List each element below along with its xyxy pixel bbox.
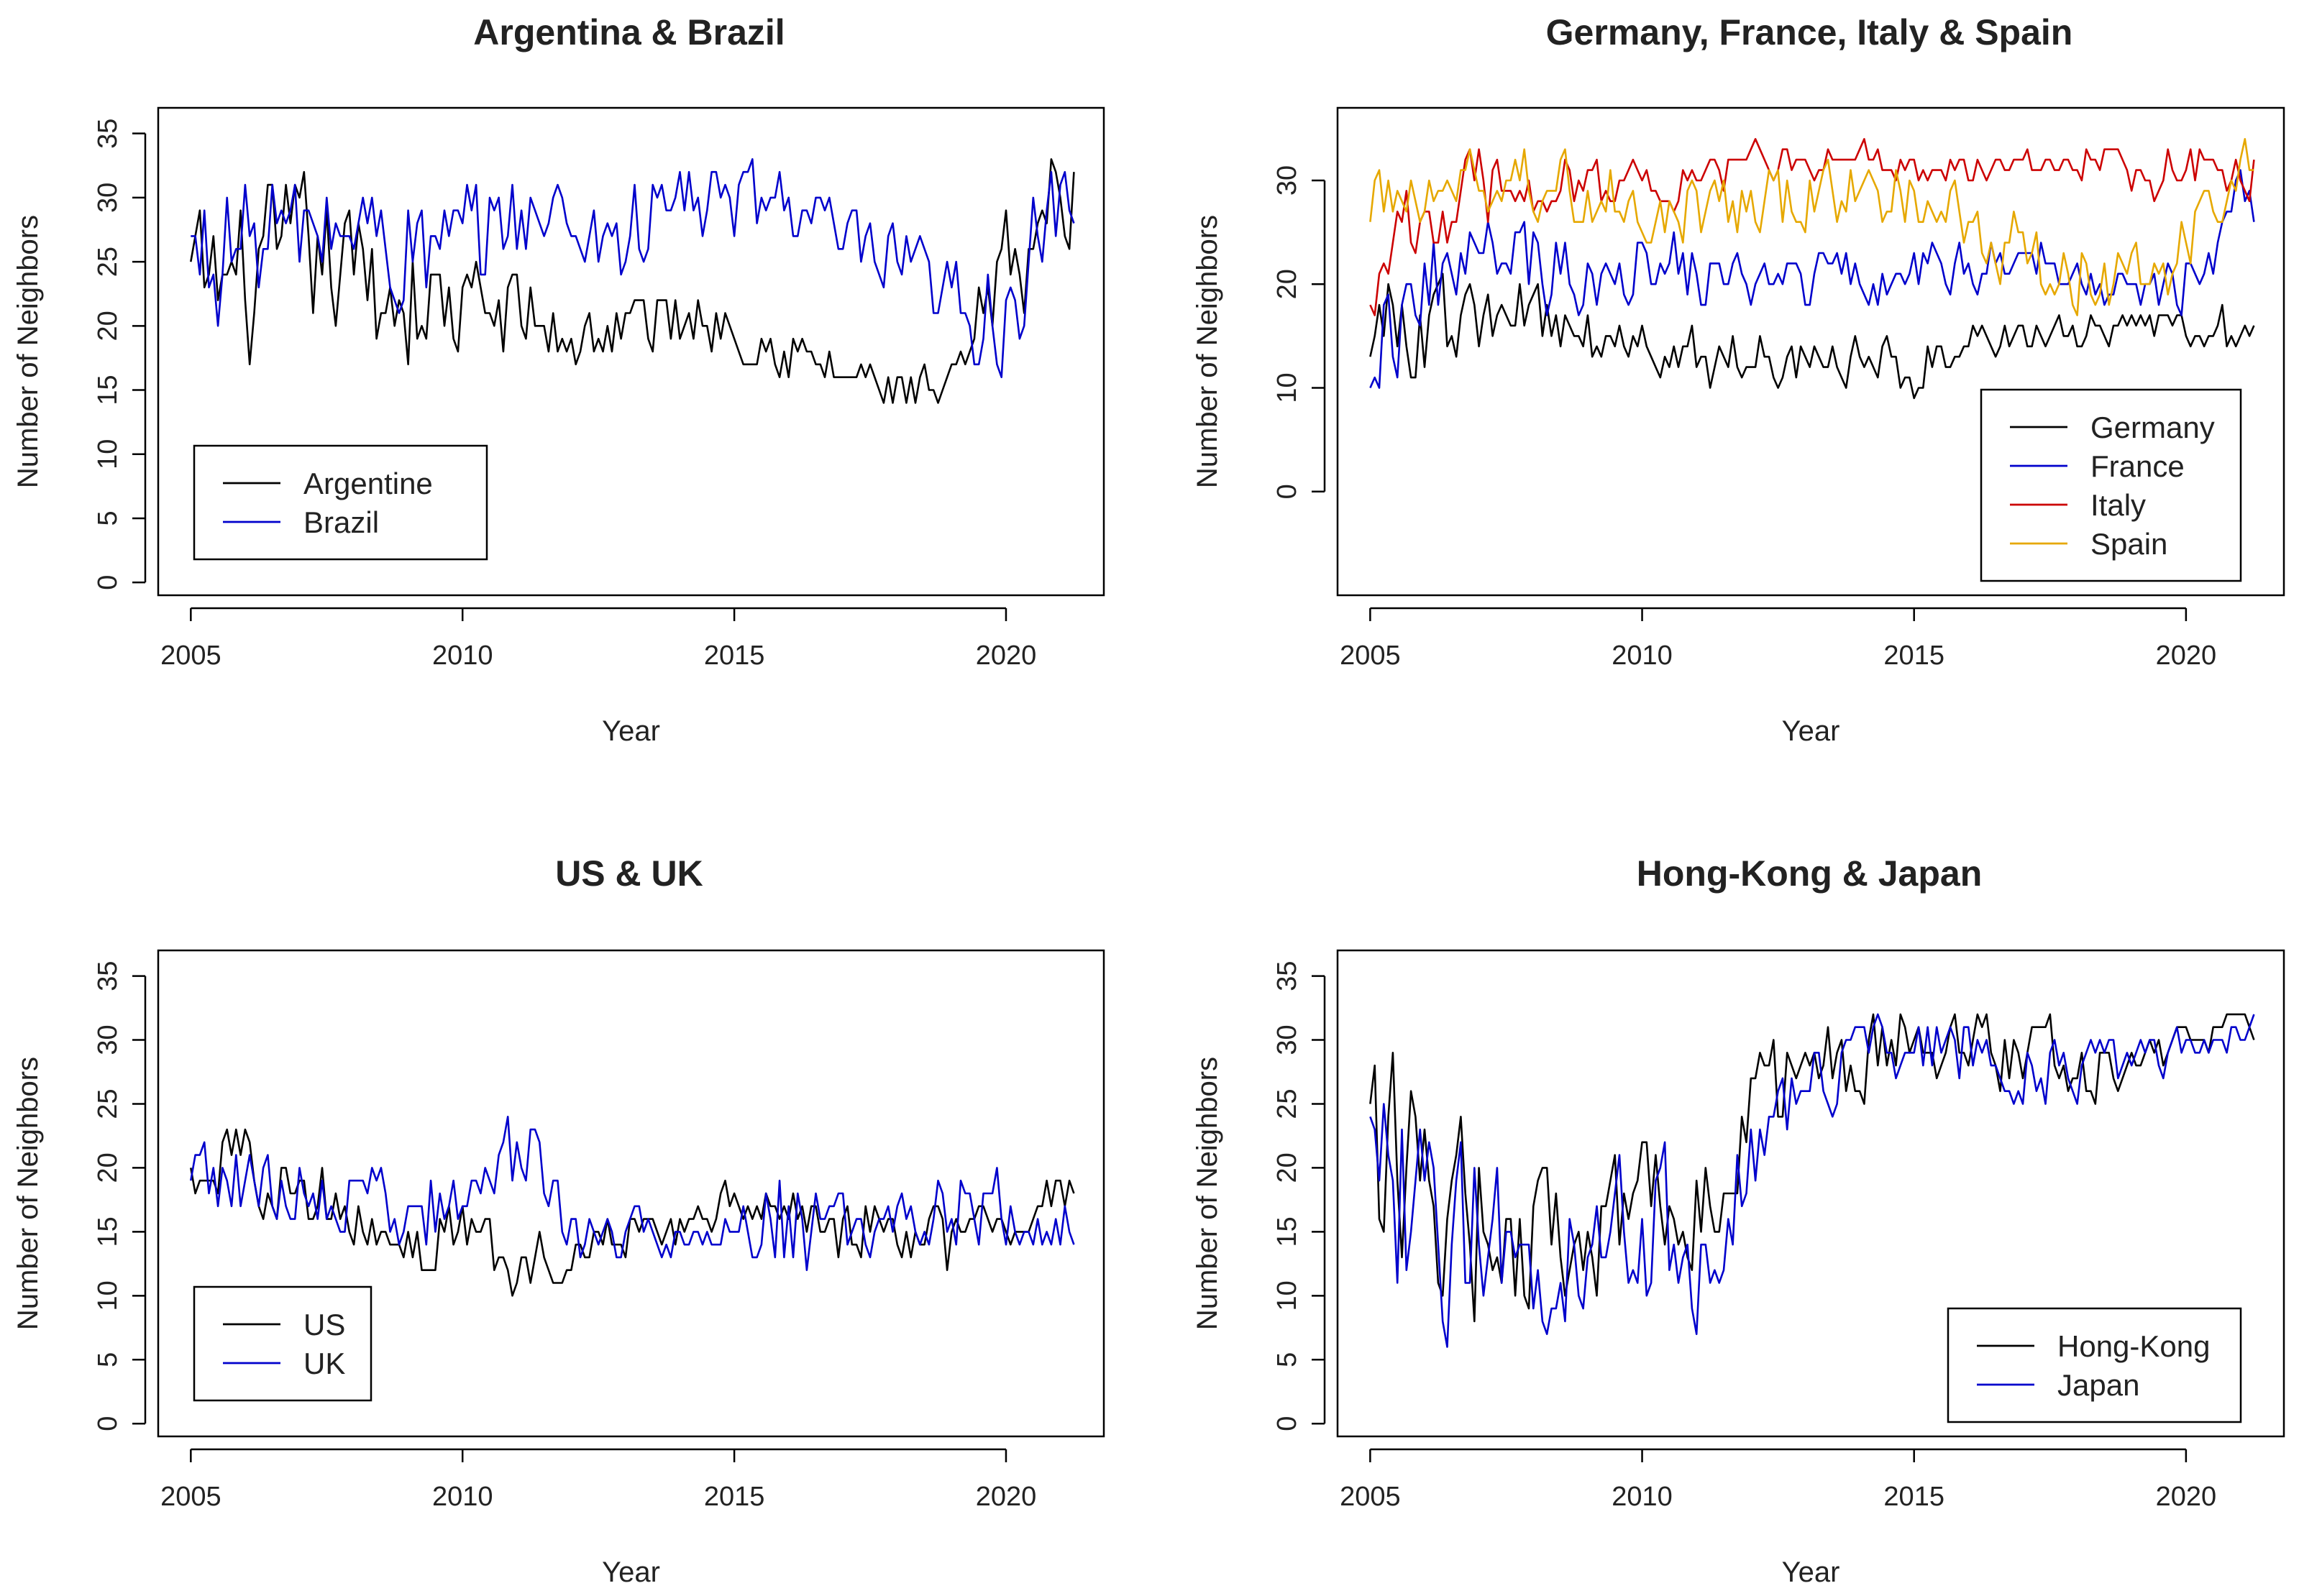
x-tick-label: 2010 [1612,1482,1673,1512]
y-tick-label: 35 [93,960,123,991]
x-tick-label: 2015 [704,1482,765,1512]
y-tick-label: 20 [93,1152,123,1183]
plot-frame [157,949,1105,1438]
y-axis-label: Number of Neighbors [12,215,44,488]
series-line-japan [1369,1013,2255,1348]
y-tick-label: 20 [93,311,123,341]
y-tick-label: 0 [93,575,123,590]
legend-label: Argentine [303,467,433,500]
chart-title: Germany, France, Italy & Spain [1546,12,2073,52]
x-tick-label: 2010 [1612,641,1673,671]
legend: Argentine Brazil [193,444,488,561]
x-tick-label: 2015 [1883,1482,1944,1512]
y-tick-label: 5 [1272,1352,1302,1367]
y-tick-label: 0 [1272,1416,1302,1431]
y-tick-label: 20 [1272,1152,1302,1183]
series-line-italy [1369,138,2255,316]
legend-label: US [303,1308,345,1342]
x-tick-label: 2015 [704,641,765,671]
series-line-brazil [191,158,1075,378]
legend-label: Germany [2090,411,2215,444]
y-tick-label: 10 [1272,1280,1302,1311]
legend-box [193,1285,372,1402]
y-tick-label: 30 [93,1024,123,1055]
y-tick-label: 5 [93,510,123,526]
legend-label: Japan [2057,1368,2139,1402]
y-tick-label: 25 [1272,1088,1302,1119]
x-tick-label: 2010 [432,641,493,671]
series-lines [1369,1013,2255,1348]
x-axis-label: Year [602,1556,660,1588]
y-axis-label: Number of Neighbors [1192,1057,1223,1330]
x-axis-label: Year [602,715,660,747]
y-tick-label: 15 [93,1216,123,1247]
y-tick-label: 30 [93,183,123,213]
chart-title: Hong-Kong & Japan [1637,853,1983,894]
series-line-france [1369,169,2255,389]
legend-label: UK [303,1347,345,1380]
series-lines [1369,138,2255,400]
chart-title: US & UK [555,853,703,894]
series-line-uk [190,1116,1075,1271]
y-tick-label: 30 [1272,1024,1302,1055]
legend: Hong-Kong Japan [1947,1307,2242,1423]
legend-label: France [2090,449,2185,483]
x-tick-label: 2020 [2156,641,2217,671]
series-line-germany [1369,272,2255,400]
x-tick-label: 2020 [976,1482,1037,1512]
y-tick-label: 25 [93,247,123,277]
legend-label: Spain [2090,527,2167,561]
plot-frame [1336,106,2285,597]
legend: US UK [193,1285,372,1402]
plot-frame [1336,949,2285,1438]
y-axis-label: Number of Neighbors [12,1057,44,1330]
plot-frame [157,106,1105,597]
legend-box [193,444,488,561]
x-tick-label: 2005 [160,1482,221,1512]
series-line-hong-kong [1369,1013,2255,1323]
legend-label: Hong-Kong [2057,1329,2210,1363]
x-tick-label: 2005 [1340,641,1401,671]
y-tick-label: 10 [93,1280,123,1311]
y-tick-label: 25 [93,1088,123,1119]
x-tick-label: 2015 [1883,641,1944,671]
x-axis-label: Year [1782,715,1840,747]
legend-box [1947,1307,2242,1423]
series-line-argentine [190,158,1075,404]
y-tick-label: 35 [93,119,123,149]
series-line-spain [1369,138,2254,316]
y-tick-label: 20 [1272,269,1302,299]
y-tick-label: 35 [1272,960,1302,991]
series-line-us [190,1128,1075,1297]
panel-3: US & UK 2005 2010 2015 2020 Year 0 5 10 15 20 25 30 3… [12,853,1105,1588]
x-tick-label: 2020 [976,641,1037,671]
x-tick-label: 2005 [160,641,221,671]
series-lines [190,158,1075,404]
series-lines [190,1116,1075,1297]
legend-label: Brazil [303,505,379,539]
y-tick-label: 10 [93,439,123,469]
legend: Germany France Italy Spain [1980,388,2242,582]
y-tick-label: 30 [1272,165,1302,196]
y-axis-label: Number of Neighbors [1192,215,1223,488]
y-tick-label: 0 [1272,484,1302,499]
x-tick-label: 2020 [2156,1482,2217,1512]
y-tick-label: 10 [1272,372,1302,403]
y-tick-label: 5 [93,1352,123,1367]
x-tick-label: 2005 [1340,1482,1401,1512]
legend-box [1980,388,2242,582]
chart-title: Argentina & Brazil [473,12,785,52]
y-tick-label: 15 [93,375,123,405]
y-tick-label: 0 [93,1416,123,1431]
y-tick-label: 15 [1272,1216,1302,1247]
legend-label: Italy [2090,488,2146,522]
x-axis-label: Year [1782,1556,1840,1588]
x-tick-label: 2010 [432,1482,493,1512]
